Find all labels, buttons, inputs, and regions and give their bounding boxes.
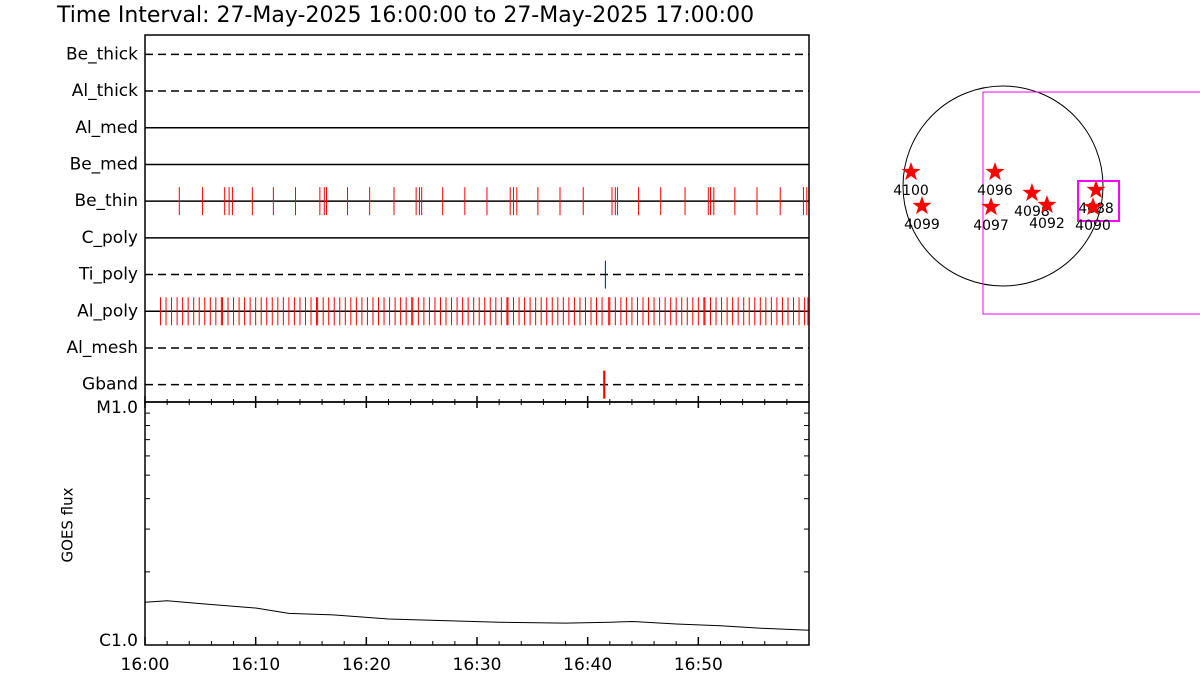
plot-frame [144, 34, 810, 403]
x-tick-label: 16:40 [563, 655, 612, 675]
goes-curve [144, 600, 810, 631]
x-tick-label: 16:10 [231, 655, 280, 675]
region-star [1022, 182, 1042, 202]
region-label: 4096 [977, 183, 1013, 199]
region-star [1083, 197, 1103, 216]
region-label: 4100 [893, 183, 929, 199]
y-tick-label: C1.0 [99, 631, 138, 651]
row-label: Ti_poly [78, 265, 138, 285]
y-tick-label: M1.0 [96, 398, 138, 418]
plot-frame [144, 401, 810, 646]
row-label: Gband [82, 375, 138, 395]
row-label: Al_poly [77, 301, 138, 321]
row-label: Al_thick [72, 81, 138, 101]
region-label: 4099 [904, 217, 940, 233]
region-label: 4097 [973, 218, 1009, 234]
region-star [901, 162, 921, 181]
region-label: 4092 [1029, 216, 1065, 232]
y-axis-label: GOES flux [59, 487, 77, 562]
region-star [981, 197, 1001, 216]
region-star [1037, 194, 1057, 214]
x-tick-label: 16:30 [453, 655, 502, 675]
region-label: 4098 [1014, 204, 1050, 220]
region-label: 4090 [1075, 218, 1111, 234]
chart-title: Time Interval: 27-May-2025 16:00:00 to 2… [56, 3, 754, 28]
region-star [985, 162, 1005, 181]
x-tick-label: 16:00 [121, 655, 170, 675]
row-label: Al_med [75, 118, 138, 138]
fov-box [982, 91, 1200, 315]
row-label: Be_thick [66, 44, 138, 64]
x-tick-label: 16:20 [342, 655, 391, 675]
row-label: Be_med [70, 154, 138, 174]
fov-box [1077, 180, 1121, 222]
row-label: Be_thin [74, 191, 138, 211]
solar-disk [902, 85, 1104, 287]
region-star [1086, 179, 1106, 199]
region-star [912, 196, 932, 215]
x-tick-label: 16:50 [674, 655, 723, 675]
row-label: Al_mesh [66, 338, 138, 358]
row-label: C_poly [82, 228, 138, 248]
